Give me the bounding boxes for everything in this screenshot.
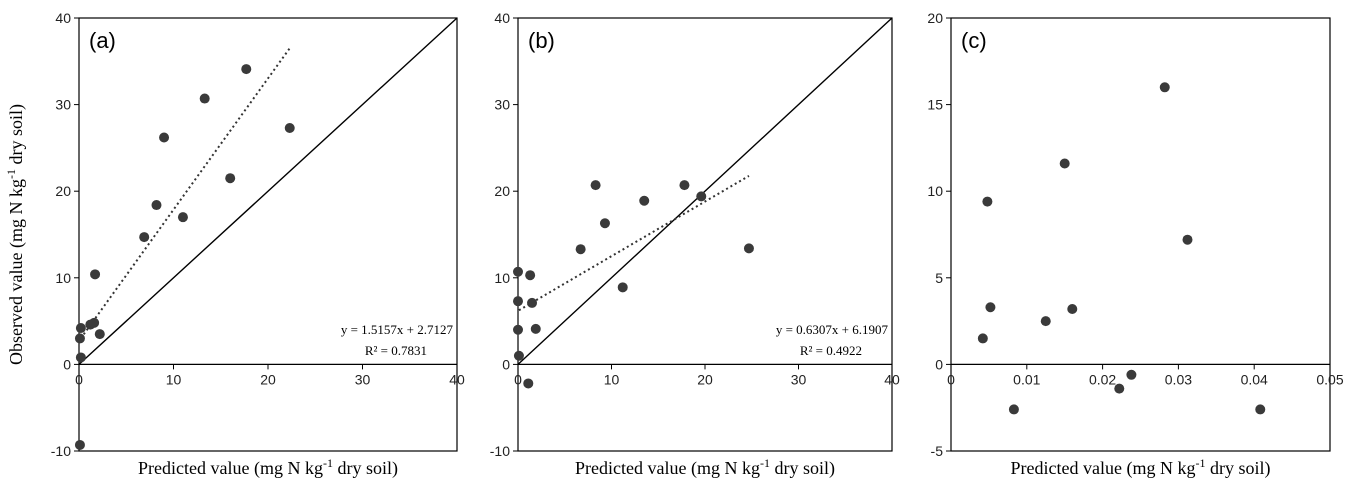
x-tick-label: 0.03 bbox=[1165, 371, 1192, 387]
y-tick-label: -5 bbox=[931, 443, 944, 459]
x-axis-title: Predicted value (mg N kg-1 dry soil) bbox=[138, 456, 398, 479]
x-tick-label: 30 bbox=[791, 371, 807, 387]
data-point bbox=[639, 195, 650, 206]
data-point bbox=[525, 270, 536, 281]
y-tick-label: 0 bbox=[502, 356, 510, 372]
data-point bbox=[75, 352, 86, 363]
trendline bbox=[82, 47, 291, 335]
y-axis-title: Observed value (mg N kg-1 dry soil) bbox=[4, 104, 27, 365]
x-tick-label: 20 bbox=[697, 371, 713, 387]
data-point bbox=[743, 243, 754, 254]
trendline-equation: y = 1.5157x + 2.7127 bbox=[341, 322, 454, 337]
y-tick-label: 40 bbox=[494, 10, 510, 26]
data-point bbox=[74, 439, 85, 450]
panel-label: (b) bbox=[528, 28, 555, 53]
x-tick-label: 30 bbox=[355, 371, 371, 387]
panel-c: 0 0.01 0.02 0.03 0.04 0.05 -5 0 5 10 15 20 (c) Predic… bbox=[927, 10, 1343, 479]
data-point bbox=[159, 132, 170, 143]
data-point bbox=[679, 180, 690, 191]
x-tick-label: 0 bbox=[947, 371, 955, 387]
y-tick-label: 30 bbox=[494, 97, 510, 113]
data-point bbox=[225, 173, 236, 184]
data-point bbox=[530, 323, 541, 334]
x-tick-label: 10 bbox=[604, 371, 620, 387]
x-tick-label: 40 bbox=[449, 371, 465, 387]
y-tick-label: 20 bbox=[927, 10, 943, 26]
data-point bbox=[513, 350, 524, 361]
x-tick-label: 20 bbox=[260, 371, 276, 387]
data-point bbox=[982, 196, 993, 207]
data-point bbox=[977, 333, 988, 344]
y-tick-label: 20 bbox=[494, 183, 510, 199]
x-tick-label: 0 bbox=[75, 371, 83, 387]
data-point bbox=[90, 269, 101, 280]
x-tick-label: 10 bbox=[166, 371, 182, 387]
data-point bbox=[1067, 303, 1078, 314]
data-point bbox=[151, 200, 162, 211]
data-point bbox=[89, 317, 100, 328]
data-point bbox=[1008, 404, 1019, 415]
data-point bbox=[1059, 158, 1070, 169]
one-to-one-line bbox=[78, 17, 458, 365]
y-tick-label: 30 bbox=[55, 97, 71, 113]
data-point bbox=[1040, 316, 1051, 327]
trendline-equation: y = 0.6307x + 6.1907 bbox=[776, 322, 889, 337]
panel-label: (c) bbox=[961, 28, 987, 53]
panel-a: 0 10 20 30 40 -10 0 10 20 30 40 (a) y = 1.5157x + 2.… bbox=[4, 10, 465, 479]
y-tick-label: 10 bbox=[494, 270, 510, 286]
data-point bbox=[590, 180, 601, 191]
r-squared: R² = 0.7831 bbox=[365, 343, 427, 358]
data-point bbox=[75, 323, 86, 334]
data-point bbox=[94, 329, 105, 340]
data-point bbox=[617, 282, 628, 293]
data-point bbox=[1182, 234, 1193, 245]
y-tick-label: 10 bbox=[55, 270, 71, 286]
data-point bbox=[513, 324, 523, 335]
data-point bbox=[985, 302, 996, 313]
panel-label: (a) bbox=[89, 28, 116, 53]
data-point bbox=[527, 297, 538, 308]
r-squared: R² = 0.4922 bbox=[800, 343, 862, 358]
y-tick-label: -10 bbox=[51, 443, 71, 459]
plot-frame bbox=[950, 17, 1331, 452]
x-tick-label: 0 bbox=[514, 371, 522, 387]
data-point bbox=[241, 64, 252, 75]
data-point bbox=[1114, 383, 1125, 394]
x-tick-label: 0.05 bbox=[1316, 371, 1343, 387]
plot-frame bbox=[78, 17, 458, 452]
data-point bbox=[199, 93, 210, 104]
data-point bbox=[177, 212, 188, 223]
x-tick-label: 0.01 bbox=[1013, 371, 1040, 387]
y-tick-label: 0 bbox=[935, 356, 943, 372]
data-point bbox=[1255, 404, 1266, 415]
y-tick-label: 40 bbox=[55, 10, 71, 26]
data-point bbox=[513, 296, 523, 307]
data-point bbox=[1159, 82, 1170, 93]
one-to-one-line bbox=[517, 17, 893, 365]
data-point bbox=[523, 378, 534, 389]
plot-frame bbox=[517, 17, 893, 452]
x-tick-label: 0.02 bbox=[1089, 371, 1116, 387]
y-tick-label: 20 bbox=[55, 183, 71, 199]
y-tick-label: 0 bbox=[63, 356, 71, 372]
data-point bbox=[599, 218, 610, 229]
trendline bbox=[518, 175, 750, 312]
data-point bbox=[284, 122, 295, 133]
data-point bbox=[1126, 369, 1137, 380]
y-tick-label: 10 bbox=[927, 183, 943, 199]
data-point bbox=[139, 232, 150, 243]
y-tick-label: 15 bbox=[927, 97, 943, 113]
y-tick-label: 5 bbox=[935, 270, 943, 286]
x-tick-label: 40 bbox=[884, 371, 900, 387]
data-point bbox=[696, 191, 707, 202]
x-tick-label: 0.04 bbox=[1241, 371, 1268, 387]
y-tick-label: -10 bbox=[490, 443, 510, 459]
data-point bbox=[513, 266, 523, 277]
panel-b: 0 10 20 30 40 -10 0 10 20 30 40 (b) y = 0.6307x + 6.… bbox=[490, 10, 900, 479]
data-point bbox=[575, 244, 586, 255]
x-axis-title: Predicted value (mg N kg-1 dry soil) bbox=[1011, 456, 1271, 479]
x-axis-title: Predicted value (mg N kg-1 dry soil) bbox=[575, 456, 835, 479]
data-point bbox=[74, 333, 85, 344]
